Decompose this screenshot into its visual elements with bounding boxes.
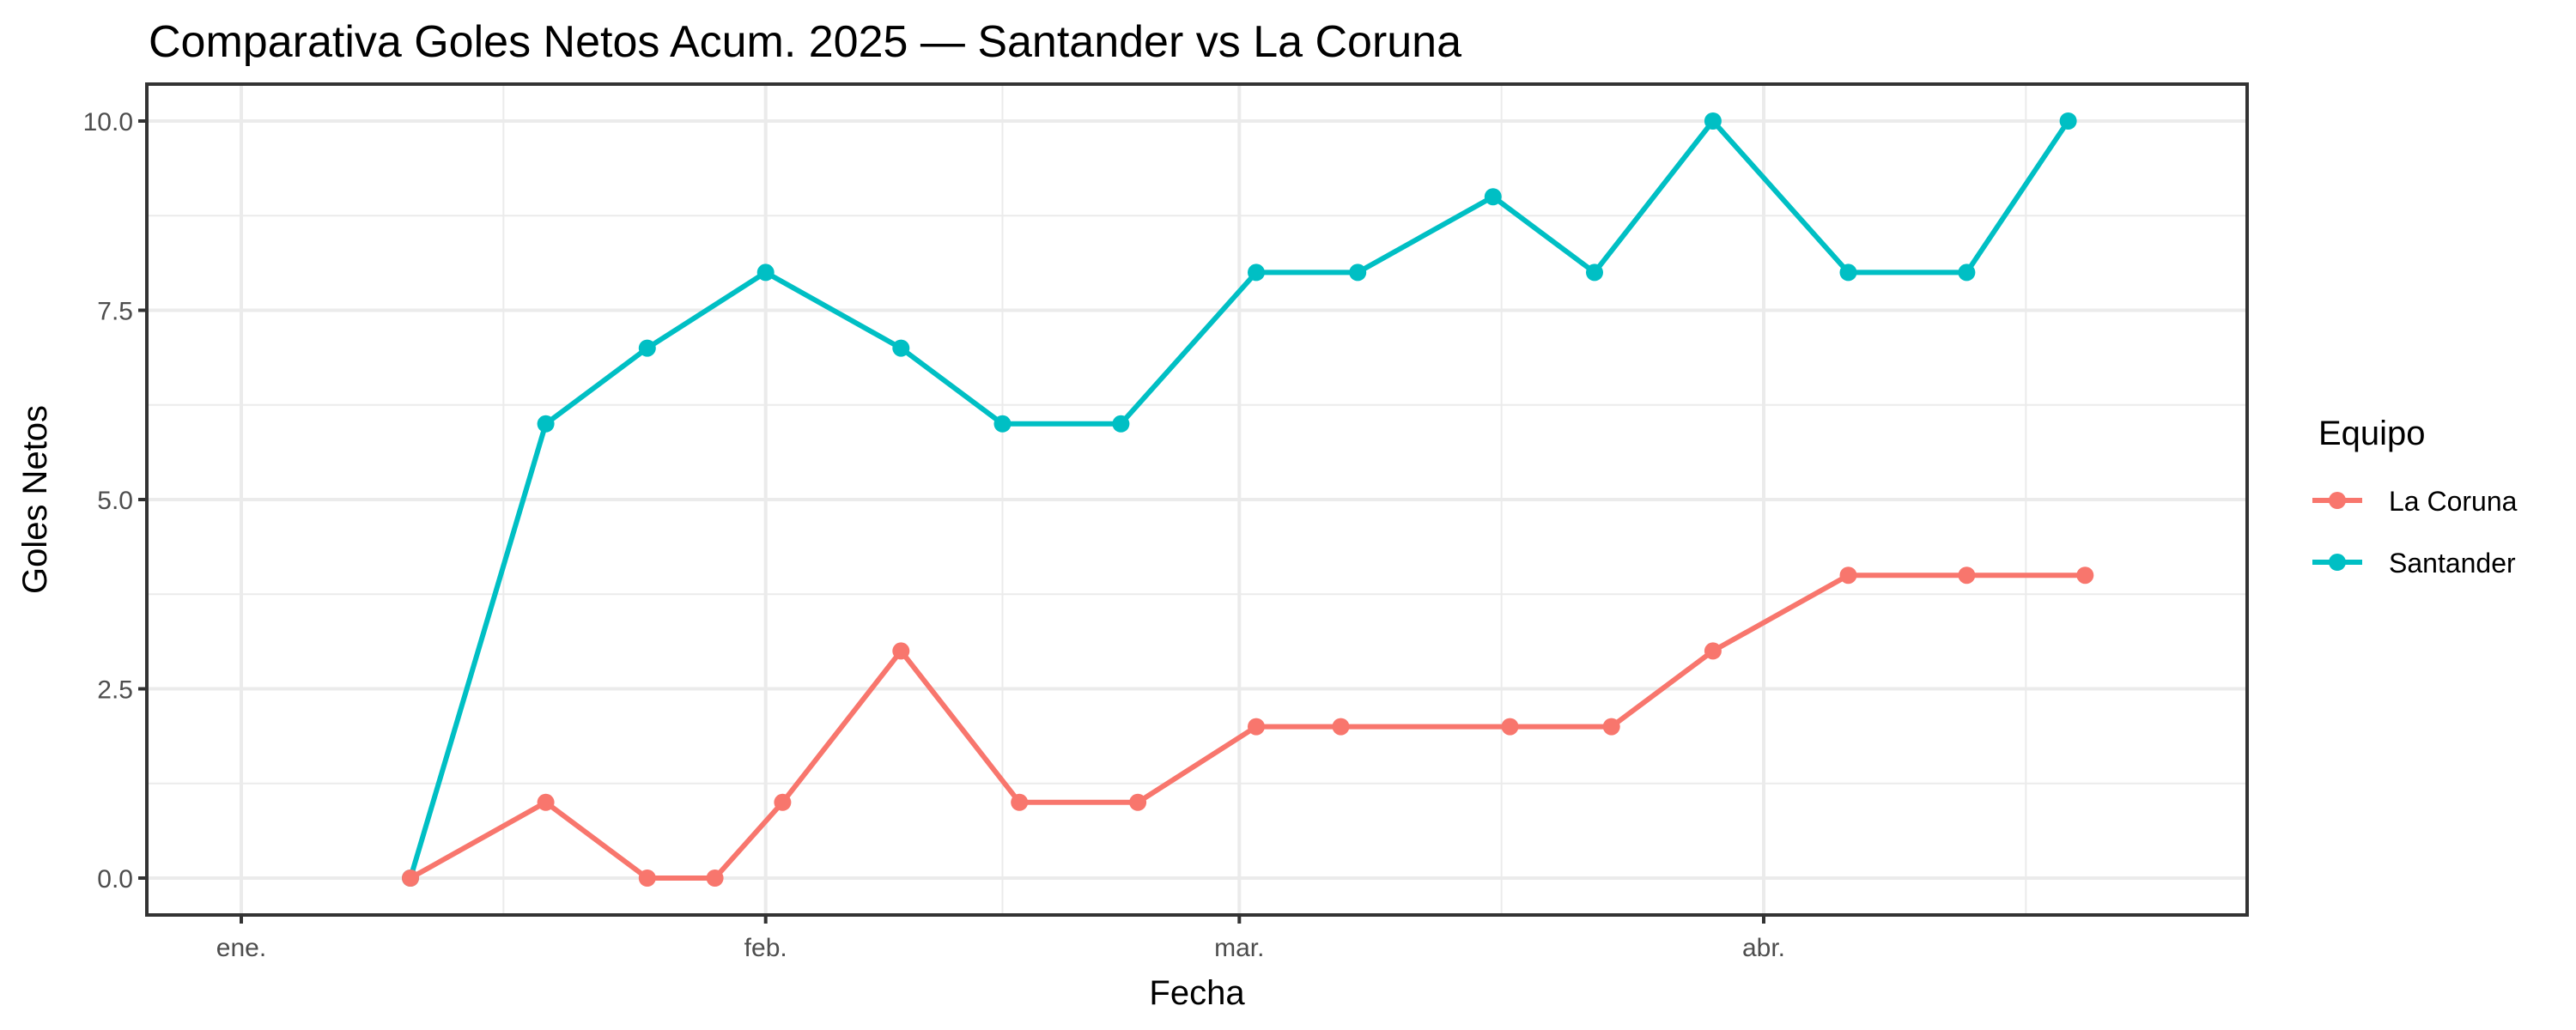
data-point[interactable]: [1484, 188, 1502, 206]
y-tick-label: 2.5: [97, 676, 133, 705]
data-point[interactable]: [1332, 718, 1350, 736]
data-point[interactable]: [1704, 112, 1722, 130]
y-tick-label: 7.5: [97, 298, 133, 326]
data-point[interactable]: [2059, 112, 2077, 130]
chart-title: Comparativa Goles Netos Acum. 2025 — San…: [149, 17, 1461, 67]
legend-label: La Coruna: [2389, 486, 2518, 517]
data-point[interactable]: [706, 869, 724, 887]
x-tick-label: ene.: [216, 934, 266, 962]
data-point[interactable]: [1839, 566, 1857, 585]
data-point[interactable]: [1958, 566, 1976, 585]
data-point[interactable]: [1011, 793, 1029, 811]
y-tick-label: 5.0: [97, 487, 133, 515]
x-tick-label: abr.: [1742, 934, 1785, 962]
x-tick-label: feb.: [744, 934, 787, 962]
data-point[interactable]: [638, 869, 656, 887]
data-point[interactable]: [638, 339, 656, 357]
y-axis-title: Goles Netos: [16, 405, 54, 594]
series-la-coruna: [402, 566, 2094, 887]
data-point[interactable]: [993, 415, 1012, 433]
legend-key-point: [2329, 554, 2346, 571]
legend-item-la-coruna[interactable]: La Coruna: [2312, 486, 2518, 517]
data-point[interactable]: [756, 264, 775, 282]
data-point[interactable]: [402, 869, 419, 887]
data-point[interactable]: [1248, 264, 1265, 282]
x-axis-title: Fecha: [1149, 974, 1245, 1012]
legend-label: Santander: [2389, 548, 2516, 579]
data-point[interactable]: [1958, 264, 1976, 282]
legend-item-santander[interactable]: Santander: [2312, 548, 2516, 579]
data-point[interactable]: [1248, 718, 1265, 736]
data-point[interactable]: [1112, 415, 1130, 433]
data-point[interactable]: [1602, 718, 1620, 736]
series-santander: [402, 112, 2077, 887]
data-point[interactable]: [537, 415, 555, 433]
data-point[interactable]: [892, 642, 910, 660]
series-line: [409, 573, 2086, 881]
data-point[interactable]: [1129, 793, 1147, 811]
x-tick-label: mar.: [1214, 934, 1264, 962]
y-tick-label: 0.0: [97, 865, 133, 894]
data-point[interactable]: [892, 339, 910, 357]
data-point[interactable]: [1586, 264, 1603, 282]
data-point[interactable]: [1349, 264, 1367, 282]
major-gridlines: [147, 84, 2247, 915]
series-layer: [402, 112, 2094, 887]
y-axis: 0.0 2.5 5.0 7.5 10.0: [83, 108, 147, 894]
data-point[interactable]: [1501, 718, 1519, 736]
data-point[interactable]: [1704, 642, 1722, 660]
data-point[interactable]: [537, 793, 555, 811]
legend-title: Equipo: [2318, 415, 2426, 452]
legend-key-point: [2329, 492, 2346, 509]
data-point[interactable]: [774, 793, 792, 811]
plot-panel: [145, 82, 2249, 917]
data-point[interactable]: [1839, 264, 1857, 282]
y-tick-label: 10.0: [83, 108, 133, 136]
x-axis: ene. feb. mar. abr.: [216, 915, 1785, 962]
legend-items: La Coruna Santander: [2312, 486, 2518, 579]
data-point[interactable]: [2076, 566, 2094, 585]
legend: Equipo La Coruna Santander: [2312, 415, 2518, 579]
